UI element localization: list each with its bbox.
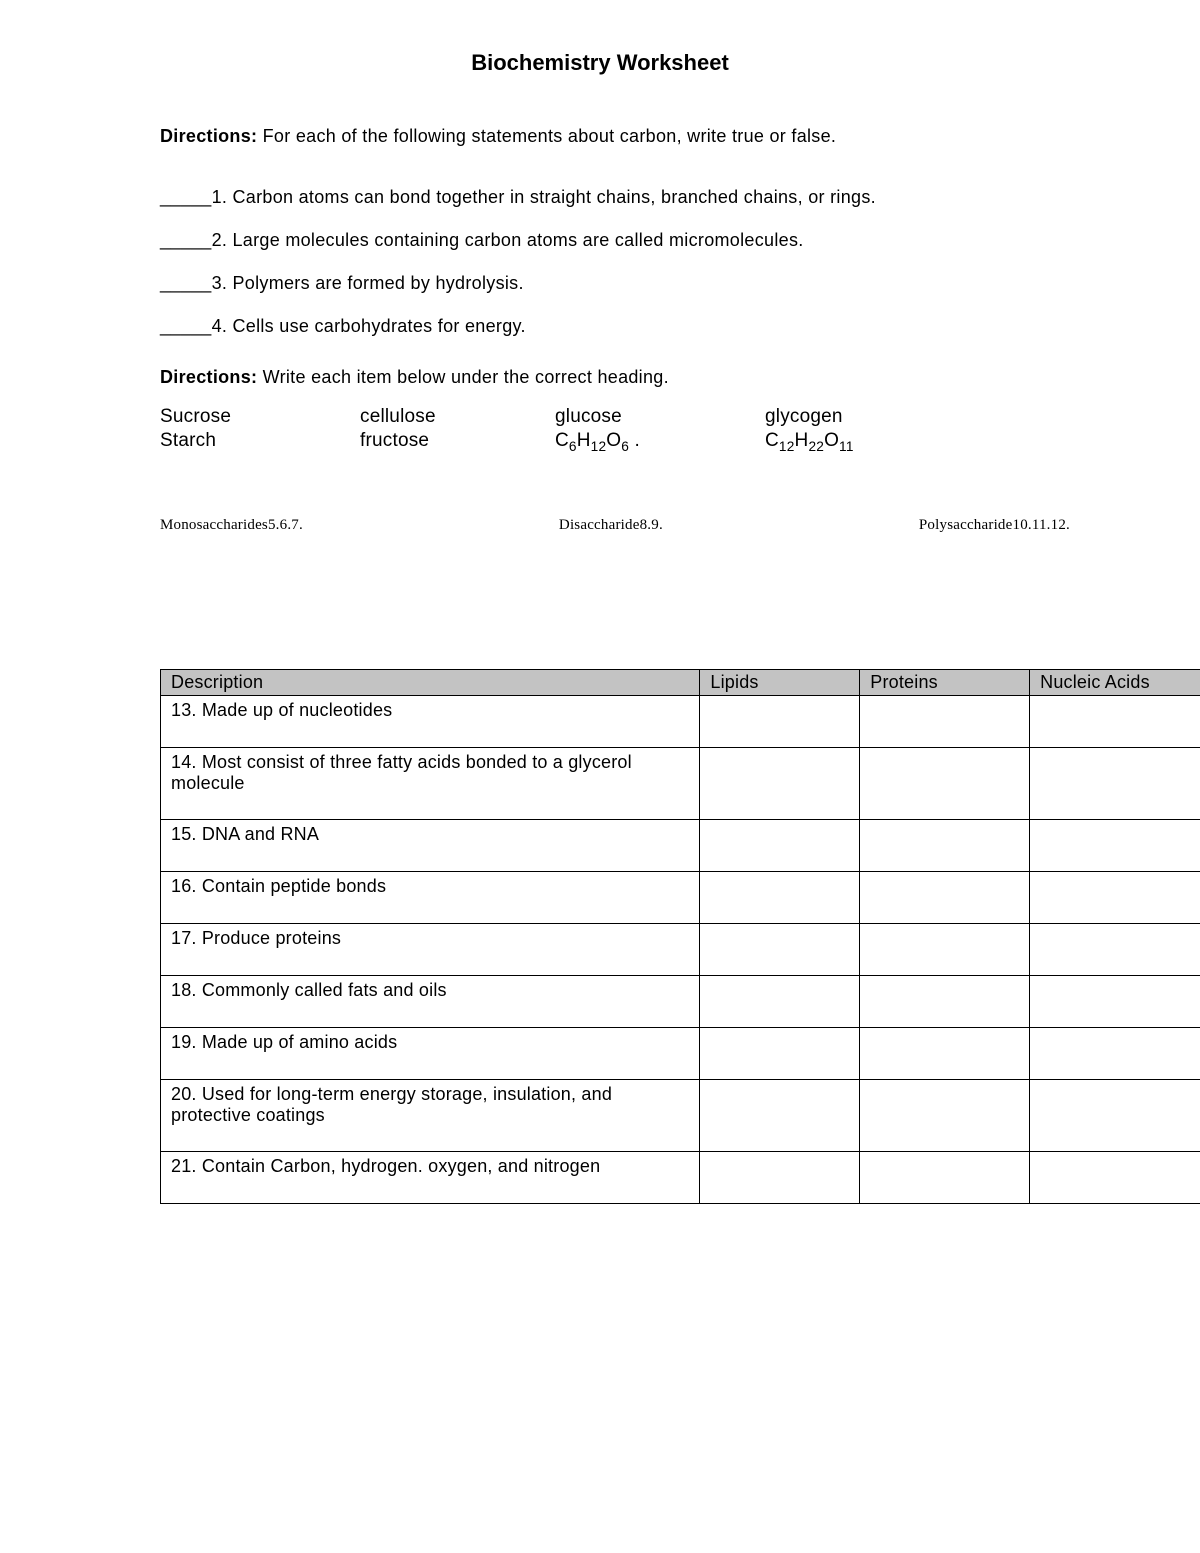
directions-2: Directions: Write each item below under … [160,367,1200,388]
cell-answer[interactable] [860,820,1030,872]
th-description: Description [161,670,700,696]
th-lipids: Lipids [700,670,860,696]
tf-text: 1. Carbon atoms can bond together in str… [212,187,876,207]
classification-table: Description Lipids Proteins Nucleic Acid… [160,669,1200,1204]
category-poly: Polysaccharide10.11.12. [919,517,1070,534]
table-row: 14. Most consist of three fatty acids bo… [161,748,1200,820]
category-mono: Monosaccharides5.6.7. [160,517,303,534]
cell-answer[interactable] [860,696,1030,748]
cell-answer[interactable] [860,1152,1030,1204]
cell-answer[interactable] [700,696,860,748]
cell-answer[interactable] [700,820,860,872]
cell-answer[interactable] [700,1152,860,1204]
th-proteins: Proteins [860,670,1030,696]
word-bank: Sucrose cellulose glucose glycogen Starc… [160,406,1200,452]
cell-answer[interactable] [700,748,860,820]
directions-2-text: Write each item below under the correct … [257,367,669,387]
answer-blank[interactable]: _____ [160,230,212,251]
cell-answer[interactable] [860,924,1030,976]
directions-2-label: Directions: [160,367,257,387]
tf-text: 3. Polymers are formed by hydrolysis. [212,273,524,293]
cell-description: 19. Made up of amino acids [161,1028,700,1080]
table-row: 17. Produce proteins [161,924,1200,976]
cell-answer[interactable] [1030,1028,1200,1080]
cell-answer[interactable] [700,1080,860,1152]
cell-answer[interactable] [700,924,860,976]
table-row: 15. DNA and RNA [161,820,1200,872]
cell-answer[interactable] [1030,820,1200,872]
th-nucleic: Nucleic Acids [1030,670,1200,696]
table-row: 19. Made up of amino acids [161,1028,1200,1080]
word-bank-item: glucose [555,406,765,428]
table-body: 13. Made up of nucleotides14. Most consi… [161,696,1200,1204]
word-bank-item: Starch [160,430,360,452]
cell-description: 15. DNA and RNA [161,820,700,872]
cell-answer[interactable] [860,976,1030,1028]
true-false-list: _____1. Carbon atoms can bond together i… [160,187,1200,337]
word-bank-item: glycogen [765,406,965,428]
table-row: 21. Contain Carbon, hydrogen. oxygen, an… [161,1152,1200,1204]
word-bank-row: Starch fructose C6H12O6 . C12H22O11 [160,430,1200,452]
word-bank-item: fructose [360,430,555,452]
table-row: 18. Commonly called fats and oils [161,976,1200,1028]
cell-answer[interactable] [1030,696,1200,748]
tf-item: _____1. Carbon atoms can bond together i… [160,187,1200,208]
answer-blank[interactable]: _____ [160,187,212,208]
tf-item: _____4. Cells use carbohydrates for ener… [160,316,1200,337]
cell-answer[interactable] [1030,872,1200,924]
table-row: 20. Used for long-term energy storage, i… [161,1080,1200,1152]
table-header-row: Description Lipids Proteins Nucleic Acid… [161,670,1200,696]
cell-description: 21. Contain Carbon, hydrogen. oxygen, an… [161,1152,700,1204]
cell-answer[interactable] [860,748,1030,820]
directions-1-label: Directions: [160,126,257,146]
content-block: Directions: For each of the following st… [0,126,1200,534]
tf-item: _____2. Large molecules containing carbo… [160,230,1200,251]
cell-answer[interactable] [700,872,860,924]
directions-1: Directions: For each of the following st… [160,126,1200,147]
cell-answer[interactable] [1030,748,1200,820]
cell-description: 16. Contain peptide bonds [161,872,700,924]
cell-answer[interactable] [860,1080,1030,1152]
worksheet-page: Biochemistry Worksheet Directions: For e… [0,0,1200,1204]
cell-description: 17. Produce proteins [161,924,700,976]
word-bank-row: Sucrose cellulose glucose glycogen [160,406,1200,428]
cell-answer[interactable] [1030,924,1200,976]
tf-item: _____3. Polymers are formed by hydrolysi… [160,273,1200,294]
category-headings: Monosaccharides5.6.7. Disaccharide8.9. P… [160,517,1200,534]
table-row: 16. Contain peptide bonds [161,872,1200,924]
tf-text: 4. Cells use carbohydrates for energy. [212,316,526,336]
cell-description: 14. Most consist of three fatty acids bo… [161,748,700,820]
page-title: Biochemistry Worksheet [0,50,1200,76]
word-bank-item: cellulose [360,406,555,428]
word-bank-formula: C12H22O11 [765,430,965,452]
cell-answer[interactable] [700,976,860,1028]
cell-description: 18. Commonly called fats and oils [161,976,700,1028]
tf-text: 2. Large molecules containing carbon ato… [212,230,804,250]
cell-answer[interactable] [860,872,1030,924]
classification-table-wrap: Description Lipids Proteins Nucleic Acid… [0,669,1200,1204]
cell-answer[interactable] [860,1028,1030,1080]
cell-answer[interactable] [1030,976,1200,1028]
cell-answer[interactable] [700,1028,860,1080]
word-bank-item: Sucrose [160,406,360,428]
cell-answer[interactable] [1030,1152,1200,1204]
answer-blank[interactable]: _____ [160,316,212,337]
table-row: 13. Made up of nucleotides [161,696,1200,748]
answer-blank[interactable]: _____ [160,273,212,294]
cell-answer[interactable] [1030,1080,1200,1152]
cell-description: 20. Used for long-term energy storage, i… [161,1080,700,1152]
cell-description: 13. Made up of nucleotides [161,696,700,748]
category-di: Disaccharide8.9. [559,517,663,534]
word-bank-formula: C6H12O6 . [555,430,765,452]
directions-1-text: For each of the following statements abo… [257,126,836,146]
